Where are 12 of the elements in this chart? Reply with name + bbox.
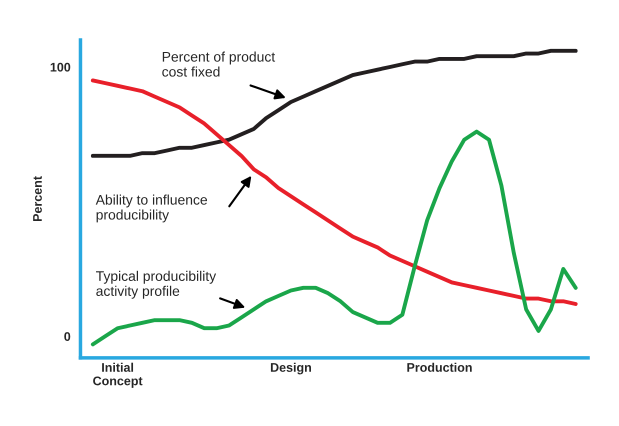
x-tick-label: Initial Concept [93, 362, 142, 388]
line-series [90, 130, 578, 346]
y-axis-title: Percent [33, 176, 42, 222]
line-series [90, 48, 578, 158]
y-tick-label: 0 [64, 332, 70, 341]
y-tick-label: 100 [50, 62, 70, 72]
line-series [90, 78, 578, 306]
annotation: Percent of product cost fixed [162, 52, 276, 77]
annotation: Ability to influence producibility [96, 194, 208, 222]
x-tick-label: Production [407, 362, 472, 372]
annotation: Typical producibility activity profile [96, 270, 216, 299]
x-tick-label: Design [270, 362, 311, 374]
